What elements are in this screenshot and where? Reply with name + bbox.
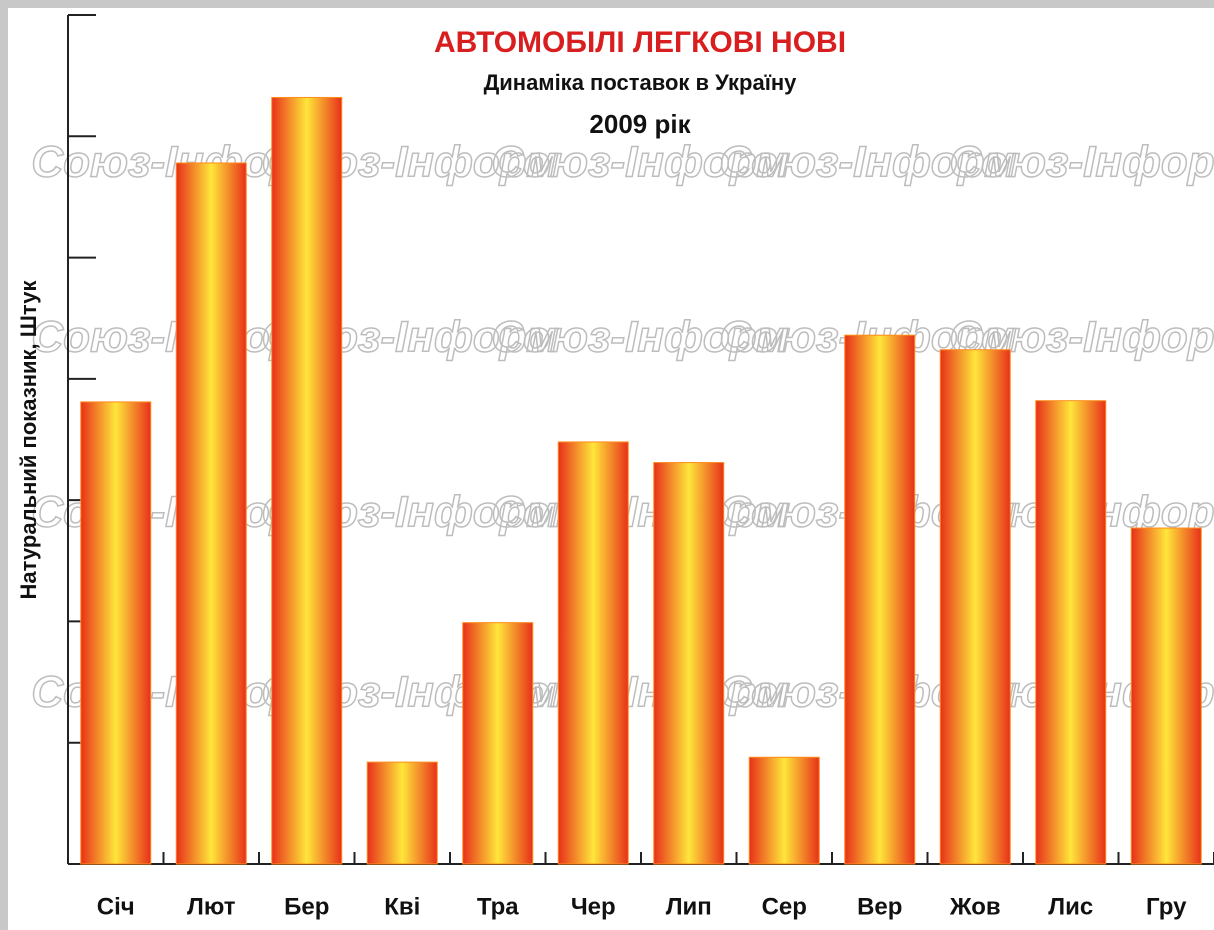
chart: Союз-ІнформСоюз-ІнформСоюз-ІнформСоюз-Ін… <box>0 0 1214 930</box>
chart-year: 2009 рік <box>589 109 691 139</box>
x-tick-label: Лис <box>1048 893 1093 920</box>
bar <box>1036 401 1106 864</box>
x-tick-label: Лют <box>187 893 236 920</box>
x-tick-label: Бер <box>284 893 329 920</box>
x-tick-label: Кві <box>384 893 420 920</box>
x-tick-label: Тра <box>477 893 519 920</box>
chart-title: АВТОМОБІЛІ ЛЕГКОВІ НОВІ <box>434 26 846 59</box>
bar <box>81 402 151 864</box>
x-tick-label: Вер <box>857 893 902 920</box>
x-tick-label: Сер <box>762 893 807 920</box>
bar <box>940 350 1010 864</box>
bar <box>367 762 437 864</box>
bar <box>272 97 342 864</box>
x-tick-label: Січ <box>97 893 135 920</box>
x-tick-label: Жов <box>949 893 1001 920</box>
bar <box>176 163 246 864</box>
watermark: Союз-Інформ <box>949 138 1214 187</box>
x-tick-label: Гру <box>1146 893 1187 920</box>
x-tick-label: Чер <box>571 893 616 920</box>
bar <box>654 463 724 864</box>
bar <box>845 335 915 864</box>
chart-subtitle: Динаміка поставок в Україну <box>484 70 798 95</box>
page: Союз-ІнформСоюз-ІнформСоюз-ІнформСоюз-Ін… <box>0 0 1214 930</box>
x-tick-label: Лип <box>666 893 712 920</box>
bar <box>463 623 533 864</box>
y-axis-label: Натуральний показник, Штук <box>16 280 41 600</box>
bar <box>1131 528 1201 864</box>
bar <box>558 442 628 864</box>
bar <box>749 757 819 864</box>
